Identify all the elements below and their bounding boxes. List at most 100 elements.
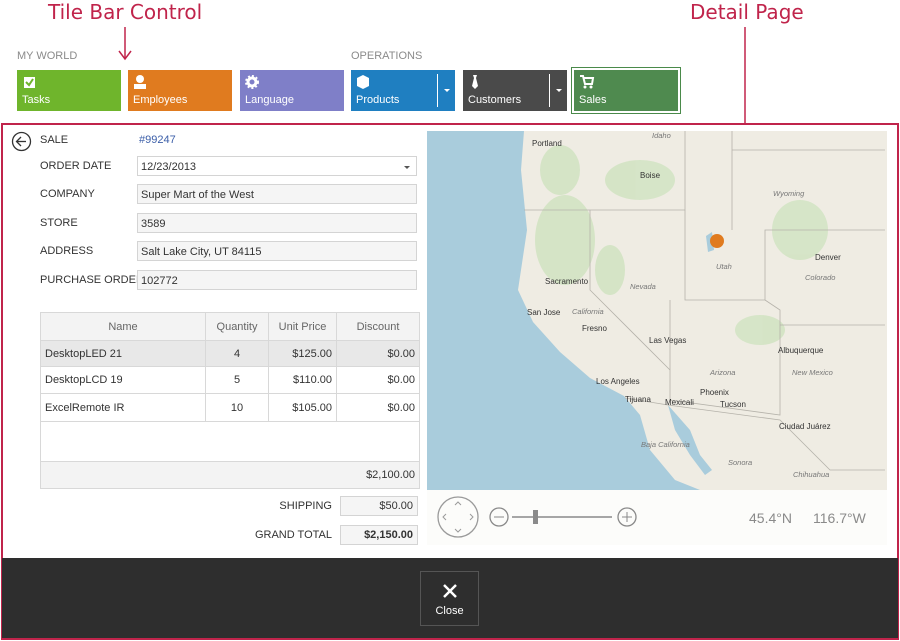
field-label: STORE [40, 217, 78, 229]
cell: DesktopLCD 19 [40, 366, 206, 394]
dropdown-arrow[interactable] [444, 89, 450, 92]
tile-label: Language [245, 94, 294, 106]
field-value: 12/23/2013 [141, 161, 197, 173]
grand-total-value: $2,150.00 [340, 525, 418, 545]
map[interactable]: Portland Idaho Boise Wyoming Sacramento … [427, 131, 887, 545]
shipping-value: $50.00 [340, 496, 418, 516]
dropdown-arrow [404, 166, 410, 169]
close-label: Close [435, 605, 464, 617]
map-label: Baja California [641, 440, 690, 449]
sale-number: #99247 [139, 134, 176, 146]
cell: 10 [205, 393, 269, 422]
back-button[interactable] [11, 131, 32, 152]
text-input[interactable]: 3589 [137, 213, 417, 233]
zoom-control[interactable] [489, 507, 637, 527]
field-label: SALE [40, 134, 69, 146]
map-label: San Jose [527, 308, 561, 317]
dropdown-arrow[interactable] [556, 89, 562, 92]
tile-label: Tasks [22, 94, 51, 106]
column-header: Discount [336, 312, 420, 341]
cell: ExcelRemote IR [40, 393, 206, 422]
pan-control[interactable] [437, 496, 479, 538]
close-icon [442, 584, 457, 598]
map-label: Tucson [720, 400, 746, 409]
map-label: Denver [815, 253, 841, 262]
column-header: Quantity [205, 312, 269, 341]
tile[interactable]: Customers [463, 70, 567, 111]
group-label: MY WORLD [17, 50, 78, 62]
cell: $0.00 [336, 393, 420, 422]
text-input[interactable]: Super Mart of the West [137, 184, 417, 204]
date-input[interactable]: 12/23/2013 [137, 156, 417, 176]
map-label: New Mexico [792, 368, 833, 377]
group-label: OPERATIONS [351, 50, 423, 62]
cell: $105.00 [268, 393, 337, 422]
row[interactable]: DesktopLCD 19 5 $110.00 $0.00 [40, 366, 420, 394]
map-label: Nevada [630, 282, 656, 291]
separator [549, 74, 550, 107]
text-input[interactable]: 102772 [137, 270, 417, 290]
location-pin[interactable] [710, 234, 724, 248]
latitude: 45.4°N [749, 510, 792, 526]
icon [245, 75, 259, 89]
separator [437, 74, 438, 107]
icon [24, 77, 35, 88]
items-table: Name Quantity Unit Price Discount Deskto… [40, 312, 420, 489]
tile-label: Customers [468, 94, 522, 106]
text-input[interactable]: Salt Lake City, UT 84115 [137, 241, 417, 261]
map-label: Boise [640, 171, 661, 180]
field-label: ADDRESS [40, 245, 94, 257]
longitude: 116.7°W [813, 510, 867, 526]
map-label: Ciudad Juárez [779, 422, 831, 431]
row[interactable]: DesktopLED 21 4 $125.00 $0.00 [40, 340, 420, 367]
tile[interactable]: Products [351, 70, 455, 111]
tile[interactable]: Language [240, 70, 344, 111]
empty-row [40, 421, 420, 462]
tile[interactable]: Employees [128, 70, 232, 111]
close-button[interactable]: Close [420, 571, 479, 626]
map-label: Sacramento [545, 277, 589, 286]
map-label: Wyoming [773, 189, 805, 198]
tile-label: Products [356, 94, 400, 106]
icon [580, 75, 595, 89]
map-label: Arizona [709, 368, 735, 377]
map-label: Las Vegas [649, 336, 686, 345]
map-label: Tijuana [625, 395, 651, 404]
map-labels: Portland Idaho Boise Wyoming Sacramento … [527, 131, 841, 479]
cell: $0.00 [336, 340, 420, 367]
tile-label: Employees [133, 94, 188, 106]
detail-frame [1, 123, 899, 640]
map-label: California [572, 307, 604, 316]
cell: $125.00 [268, 340, 337, 367]
column-header: Name [40, 312, 206, 341]
shipping-label: SHIPPING [279, 500, 332, 512]
map-label: Phoenix [700, 388, 729, 397]
map-label: Mexicali [665, 398, 694, 407]
tile[interactable]: Tasks [17, 70, 121, 111]
app-bar: Close [2, 558, 898, 638]
header-row: Name Quantity Unit Price Discount [40, 312, 420, 341]
total-row: $2,100.00 [40, 461, 420, 489]
field-label: COMPANY [40, 188, 95, 200]
field-label: ORDER DATE [40, 160, 112, 172]
annotation: Tile Bar Control [48, 0, 203, 24]
map-label: Albuquerque [778, 346, 824, 355]
cell: 5 [205, 366, 269, 394]
annotation-arrows [118, 27, 746, 124]
grand-total-label: GRAND TOTAL [254, 529, 332, 541]
cell: $0.00 [336, 366, 420, 394]
tile-fill: Sales [574, 70, 678, 111]
map-label: Utah [716, 262, 732, 271]
map-label: Sonora [728, 458, 752, 467]
map-label: Los Angeles [596, 377, 640, 386]
field-label: PURCHASE ORDER [40, 274, 144, 286]
row[interactable]: ExcelRemote IR 10 $105.00 $0.00 [40, 393, 420, 422]
cell: DesktopLED 21 [40, 340, 206, 367]
map-label: Chihuahua [793, 470, 829, 479]
tile[interactable]: Sales [571, 67, 681, 114]
map-label: Fresno [582, 324, 607, 333]
total: $2,100.00 [40, 461, 420, 489]
cell: $110.00 [268, 366, 337, 394]
icon [357, 75, 369, 89]
tile-label: Sales [579, 94, 607, 106]
